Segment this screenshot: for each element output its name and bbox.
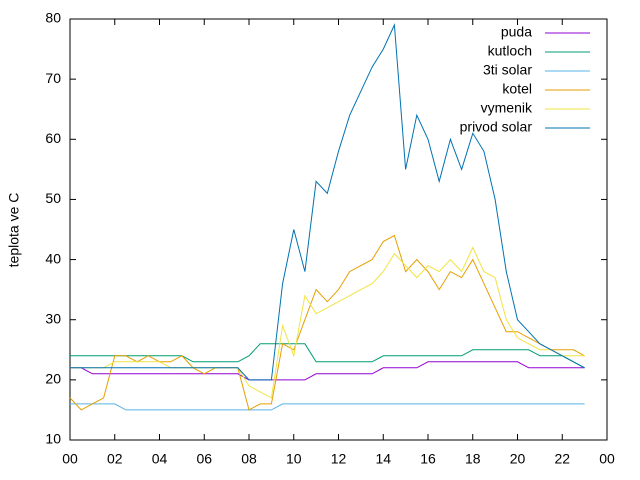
legend-label: puda — [501, 24, 532, 40]
x-tick-label: 22 — [554, 451, 570, 467]
y-tick-label: 60 — [45, 130, 61, 146]
x-tick-label: 00 — [62, 451, 78, 467]
series-line — [70, 246, 585, 399]
y-tick-label: 30 — [45, 310, 61, 326]
x-tick-label: 06 — [196, 451, 212, 467]
series-line — [70, 361, 585, 381]
legend-label: kutloch — [488, 43, 532, 59]
y-tick-label: 40 — [45, 250, 61, 266]
legend-label: privod solar — [460, 119, 533, 135]
x-tick-label: 14 — [375, 451, 391, 467]
x-tick-label: 12 — [331, 451, 347, 467]
y-tick-label: 20 — [45, 371, 61, 387]
x-tick-label: 02 — [107, 451, 123, 467]
series-line — [70, 403, 585, 411]
y-tick-label: 10 — [45, 431, 61, 447]
y-tick-label: 80 — [45, 10, 61, 26]
x-tick-label: 08 — [241, 451, 257, 467]
x-tick-label: 04 — [152, 451, 168, 467]
legend-label: 3ti solar — [483, 62, 532, 78]
y-tick-label: 50 — [45, 190, 61, 206]
series-line — [70, 343, 585, 369]
legend-label: kotel — [502, 81, 532, 97]
series-line — [69, 234, 585, 411]
y-tick-label: 70 — [45, 70, 61, 86]
x-tick-label: 20 — [510, 451, 526, 467]
x-tick-label: 00 — [599, 451, 615, 467]
x-tick-label: 18 — [465, 451, 481, 467]
y-axis-label: teplota ve C — [6, 193, 22, 268]
x-tick-label: 16 — [420, 451, 436, 467]
legend-label: vymenik — [481, 100, 533, 116]
x-tick-label: 10 — [286, 451, 302, 467]
series-line — [70, 23, 585, 381]
